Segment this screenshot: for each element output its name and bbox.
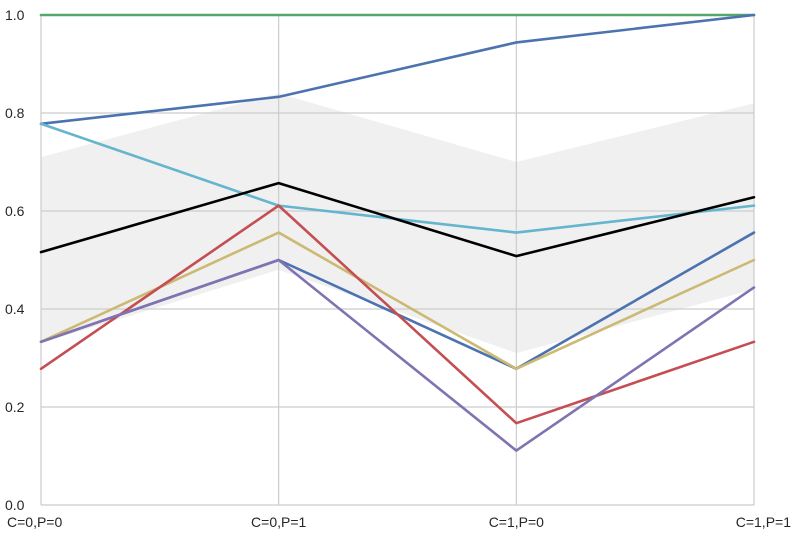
series-line-2	[39, 13, 756, 126]
series-line-6	[39, 204, 756, 425]
y-tick-label: 0.0	[5, 497, 25, 513]
confidence-band-layer	[41, 93, 754, 354]
tick-label-layer: 0.0 0.2 0.4 0.6 0.8 1.0 C=0,P=0 C=0,P=1 C=1,P=0 C…	[5, 7, 791, 530]
x-tick-label: C=1,P=1	[736, 514, 791, 530]
confidence-band	[41, 93, 754, 354]
y-tick-label: 1.0	[5, 7, 25, 23]
y-tick-label: 0.2	[5, 399, 25, 415]
series-line-7	[39, 258, 756, 452]
x-tick-label: C=1,P=0	[489, 514, 544, 530]
y-tick-label: 0.4	[5, 301, 25, 317]
series-line-8	[39, 181, 756, 258]
x-tick-label: C=0,P=1	[251, 514, 306, 530]
x-tick-label: C=0,P=0	[7, 514, 62, 530]
y-tick-label: 0.6	[5, 203, 25, 219]
y-tick-label: 0.8	[5, 105, 25, 121]
series-layer	[39, 13, 756, 452]
